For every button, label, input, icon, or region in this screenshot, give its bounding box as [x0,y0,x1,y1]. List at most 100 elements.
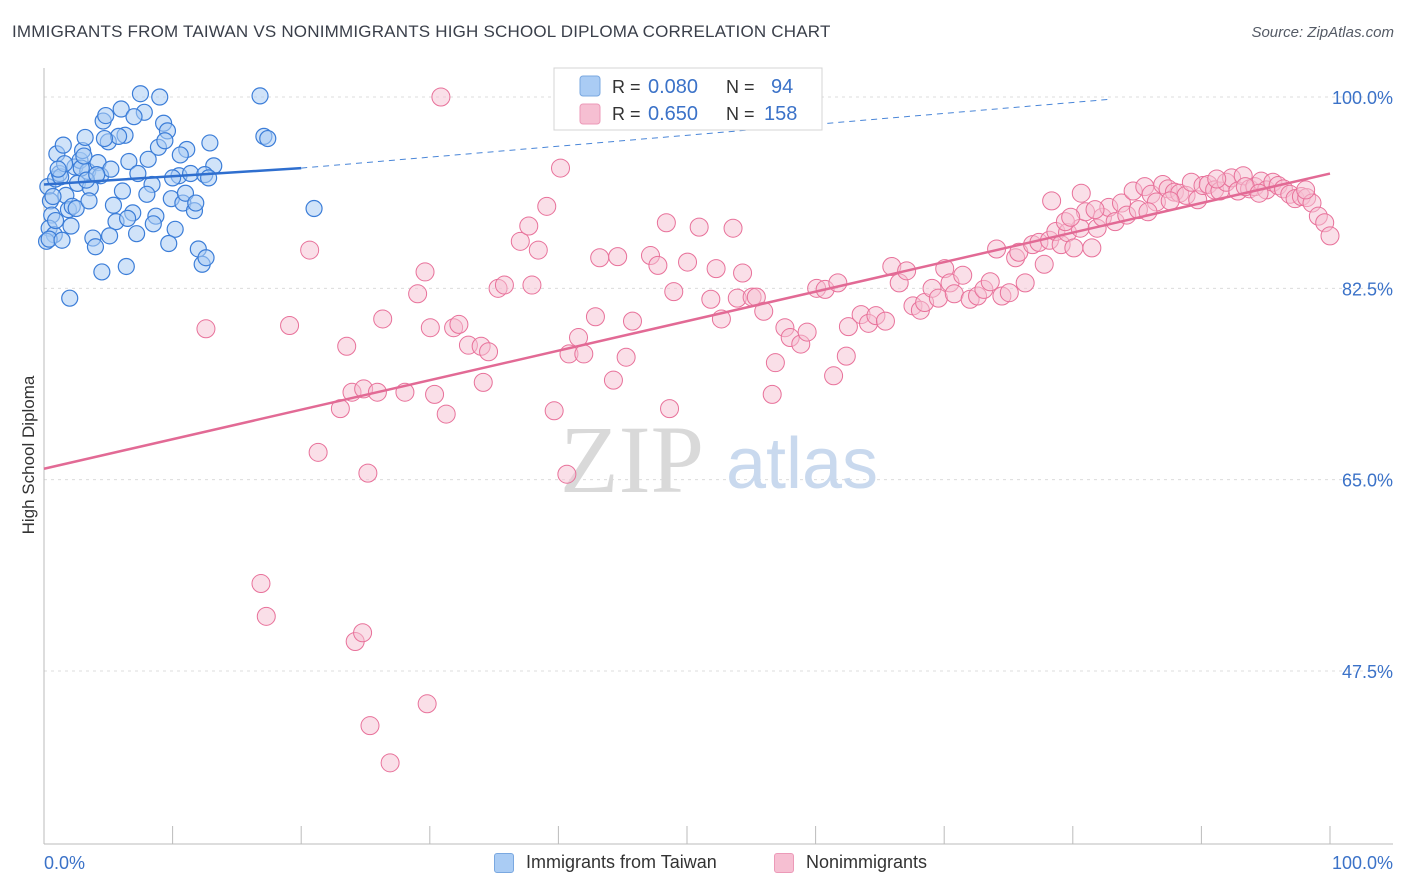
nonimmigrants-point-165 [431,87,451,107]
nonimmigrants-point-153 [1160,191,1180,211]
y-axis-label: High School Diploma [19,375,38,534]
nonimmigrants-point-68 [838,317,858,337]
nonimmigrants-point-150 [1071,183,1091,203]
nonimmigrants-point-158 [251,574,271,594]
nonimmigrants-point-166 [557,464,577,484]
legend-item-taiwan[interactable]: Immigrants from Taiwan [494,852,717,873]
nonimmigrants-point-36 [590,248,610,268]
watermark-atlas: atlas [726,424,878,504]
nonimmigrants-point-48 [701,289,721,309]
nonimmigrants-point-28 [528,240,548,260]
nonimmigrants-point-44 [660,399,680,419]
nonimmigrants-point-151 [1085,200,1105,220]
taiwan-point-53 [201,134,219,152]
y-tick-label-0: 47.5% [1342,662,1393,682]
nonimmigrants-point-10 [373,309,393,329]
legend-r-label-nonimmigrants: R = [612,104,641,124]
taiwan-point-34 [127,225,146,243]
nonimmigrants-point-31 [551,158,571,178]
nonimmigrants-point-15 [425,384,445,404]
nonimmigrants-point-30 [544,401,564,421]
taiwan-point-30 [112,100,130,118]
taiwan-point-92 [75,147,93,165]
nonimmigrants-point-105 [1082,238,1102,258]
legend-label-taiwan: Immigrants from Taiwan [526,852,717,872]
nonimmigrants-point-18 [449,314,469,334]
nonimmigrants-point-25 [510,231,530,251]
taiwan-point-69 [156,132,174,150]
nonimmigrants-point-163 [380,753,400,773]
nonimmigrants-point-146 [1320,226,1340,246]
watermark: ZIP atlas [560,406,878,513]
nonimmigrants-point-12 [408,284,428,304]
nonimmigrants-point-161 [353,623,373,643]
x-tick-label-min: 0.0% [44,853,85,873]
nonimmigrants-point-1 [280,316,300,336]
legend-n-value-taiwan: 94 [771,76,793,98]
nonimmigrants-point-51 [723,218,743,238]
y-tick-label-2: 82.5% [1342,279,1393,299]
nonimmigrants-point-27 [522,275,542,295]
taiwan-point-89 [259,129,277,148]
nonimmigrants-point-34 [574,344,594,364]
nonimmigrants-point-84 [953,265,973,285]
legend-r-value-taiwan: 0.080 [648,76,698,98]
taiwan-point-79 [100,227,119,245]
x-tick-label-max: 100.0% [1332,853,1393,873]
nonimmigrants-point-49 [706,259,726,279]
nonimmigrants-point-53 [733,263,753,283]
legend-item-nonimmigrants[interactable]: Nonimmigrants [774,852,927,873]
nonimmigrants-point-58 [765,353,785,373]
nonimmigrants-point-2 [300,240,320,260]
nonimmigrants-point-3 [308,442,328,462]
nonimmigrants-point-154 [1207,169,1227,189]
y-tick-label-3: 100.0% [1332,88,1393,108]
y-tick-labels: 47.5% 65.0% 82.5% 100.0% [1332,88,1393,682]
nonimmigrants-point-8 [358,463,378,483]
legend-bottom: Immigrants from Taiwan Nonimmigrants [0,850,1406,880]
nonimmigrants-point-45 [664,282,684,302]
taiwan-point-17 [76,128,94,147]
nonimmigrants-point-35 [585,307,605,327]
taiwan-point-75 [53,231,71,249]
taiwan-point-93 [95,129,114,148]
nonimmigrants-point-29 [537,196,557,216]
nonimmigrants-point-162 [360,716,380,736]
nonimmigrants-point-39 [616,347,636,367]
legend-n-label-taiwan: N = [726,77,755,97]
nonimmigrants-point-72 [875,311,895,331]
taiwan-point-82 [144,215,162,233]
legend-label-nonimmigrants: Nonimmigrants [806,852,928,872]
nonimmigrants-point-26 [519,216,539,236]
nonimmigrants-point-159 [256,606,276,626]
nonimmigrants-point-65 [824,366,844,386]
taiwan-point-25 [97,106,115,125]
taiwan-point-52 [197,249,215,267]
taiwan-points [37,85,323,307]
nonimmigrants-point-42 [648,255,668,275]
taiwan-point-9 [54,136,72,154]
taiwan-point-90 [305,199,323,218]
taiwan-point-80 [118,209,137,227]
taiwan-point-32 [120,152,138,171]
watermark-zip: ZIP [560,406,704,513]
taiwan-point-91 [49,160,67,178]
taiwan-point-64 [113,182,132,200]
taiwan-point-63 [109,127,128,145]
legend-n-value-nonimmigrants: 158 [764,103,797,125]
taiwan-point-84 [171,146,189,164]
taiwan-point-35 [131,85,150,103]
nonimmigrants-point-47 [689,217,709,237]
legend-swatch-nonimmigrants [579,103,601,125]
taiwan-point-59 [44,187,62,206]
nonimmigrants-point-157 [1296,180,1316,200]
nonimmigrants-trend-line [43,172,1331,470]
nonimmigrants-point-62 [797,322,817,342]
taiwan-point-37 [139,150,157,168]
nonimmigrants-point-97 [1034,254,1054,274]
nonimmigrants-point-40 [622,311,642,331]
taiwan-point-55 [61,289,79,307]
legend-swatch-taiwan [579,75,601,97]
legend-r-value-nonimmigrants: 0.650 [648,103,698,125]
